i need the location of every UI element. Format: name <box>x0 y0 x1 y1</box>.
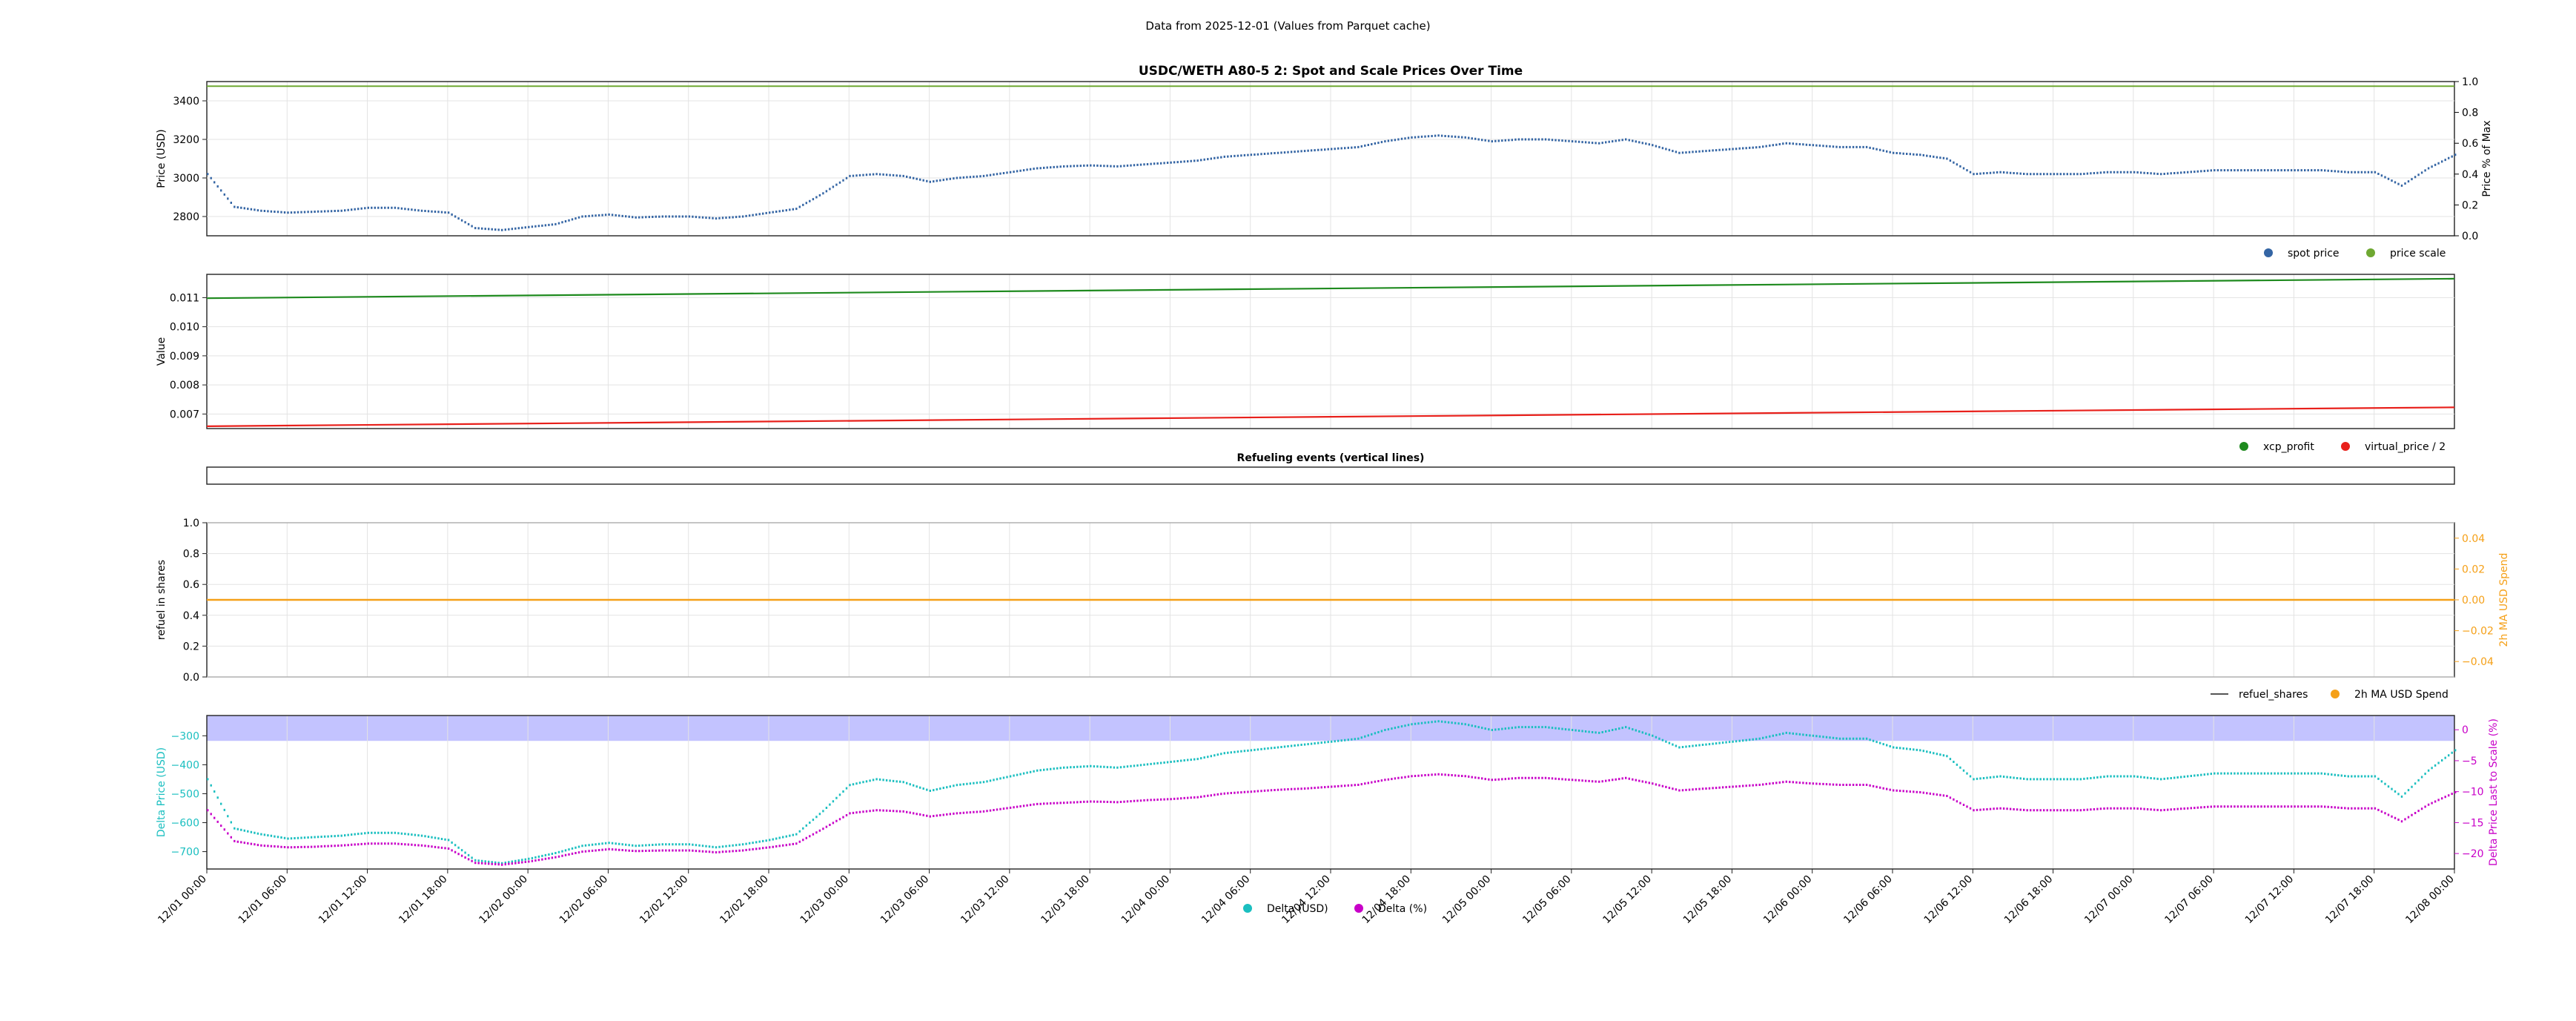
x-tick-label: 12/06 06:00 <box>1841 873 1895 927</box>
y-tick-label: 0.4 <box>183 610 199 622</box>
panel-4-y2label: 2h MA USD Spend <box>2498 553 2510 647</box>
delta-pct-legend-marker <box>1354 904 1363 913</box>
y-tick-label: 0.0 <box>183 672 199 684</box>
y2-tick-label: −0.02 <box>2462 626 2494 638</box>
x-tick-label: 12/06 18:00 <box>2002 873 2056 927</box>
y-tick-label: 0.6 <box>183 579 199 591</box>
y2-tick-label: 0.8 <box>2462 108 2478 119</box>
y-tick-label: −300 <box>171 730 199 742</box>
x-tick-label: 12/03 12:00 <box>958 873 1012 927</box>
y2-tick-label: 0.2 <box>2462 199 2478 211</box>
y-tick-label: 1.0 <box>183 518 199 529</box>
y-tick-label: −400 <box>171 759 199 771</box>
y2-tick-label: 0.04 <box>2462 533 2485 545</box>
x-tick-label: 12/04 00:00 <box>1119 873 1173 927</box>
y-tick-label: 0.8 <box>183 549 199 561</box>
refuel-shares-legend-label: refuel_shares <box>2239 689 2308 701</box>
y2-tick-label: 1.0 <box>2462 76 2478 88</box>
y-tick-label: 2800 <box>173 211 199 223</box>
x-tick-label: 12/07 00:00 <box>2082 873 2136 927</box>
y2-tick-label: 0.6 <box>2462 138 2478 150</box>
panel-1-y2label: Price % of Max <box>2481 120 2493 196</box>
y-tick-label: −500 <box>171 788 199 800</box>
virtual-price-legend-marker <box>2341 442 2350 451</box>
x-tick-label: 12/01 06:00 <box>236 873 290 927</box>
panel-5-ylabel: Delta Price (USD) <box>156 747 168 837</box>
y-tick-label: 0.010 <box>170 322 199 334</box>
panel-3-title: Refueling events (vertical lines) <box>1237 452 1425 464</box>
y-tick-label: 0.011 <box>170 292 199 304</box>
y-tick-label: 3200 <box>173 134 199 146</box>
x-tick-label: 12/08 00:00 <box>2403 873 2457 927</box>
y2-tick-label: −15 <box>2462 817 2484 829</box>
ma-usd-spend-legend-marker <box>2331 690 2340 698</box>
price-scale-legend-marker <box>2366 248 2375 257</box>
y2-tick-label: −0.04 <box>2462 656 2494 668</box>
x-tick-label: 12/02 18:00 <box>718 873 771 927</box>
delta-usd-legend-label: Delta (USD) <box>1267 903 1328 915</box>
spot-price-series <box>207 134 2457 231</box>
panel-3-frame <box>206 466 2455 485</box>
panel-1-frame <box>206 81 2455 237</box>
panel-2-frame <box>206 274 2455 429</box>
x-tick-label: 12/02 06:00 <box>557 873 611 927</box>
x-tick-label: 12/06 12:00 <box>1922 873 1976 927</box>
panel-1-title: USDC/WETH A80-5 2: Spot and Scale Prices… <box>1139 64 1523 79</box>
y2-tick-label: 0 <box>2462 724 2469 736</box>
x-tick-label: 12/03 00:00 <box>798 873 852 927</box>
y-tick-label: 3000 <box>173 173 199 185</box>
y2-tick-label: −20 <box>2462 848 2484 860</box>
panel-2-ylabel: Value <box>156 337 168 366</box>
price-scale-legend-label: price scale <box>2390 248 2446 260</box>
y-tick-label: 3400 <box>173 96 199 108</box>
x-tick-label: 12/07 12:00 <box>2243 873 2297 927</box>
x-tick-label: 12/04 12:00 <box>1279 873 1333 927</box>
panel-1-ylabel: Price (USD) <box>156 129 168 188</box>
y2-tick-label: −10 <box>2462 787 2484 799</box>
xcp-profit-legend-label: xcp_profit <box>2263 441 2314 453</box>
y2-tick-label: 0.02 <box>2462 564 2485 575</box>
y2-tick-label: −5 <box>2462 756 2477 767</box>
x-tick-label: 12/07 06:00 <box>2162 873 2216 927</box>
x-tick-label: 12/04 18:00 <box>1360 873 1414 927</box>
panel-4-ylabel: refuel in shares <box>156 560 168 640</box>
y-tick-label: 0.008 <box>170 380 199 391</box>
y2-tick-label: 0.00 <box>2462 595 2485 607</box>
y2-tick-label: 0.4 <box>2462 169 2478 181</box>
delta-pct-series <box>207 773 2457 866</box>
x-tick-label: 12/05 00:00 <box>1440 873 1494 927</box>
delta-pct-legend-label: Delta (%) <box>1378 903 1427 915</box>
y-tick-label: 0.2 <box>183 641 199 652</box>
x-tick-label: 12/03 06:00 <box>878 873 932 927</box>
x-tick-label: 12/01 00:00 <box>156 873 209 927</box>
y-tick-label: 0.009 <box>170 351 199 363</box>
x-tick-label: 12/03 18:00 <box>1039 873 1092 927</box>
x-tick-label: 12/02 00:00 <box>477 873 530 927</box>
x-tick-label: 12/01 12:00 <box>317 873 370 927</box>
x-tick-label: 12/07 18:00 <box>2323 873 2377 927</box>
figure-suptitle: Data from 2025-12-01 (Values from Parque… <box>1145 19 1431 33</box>
y-tick-label: 0.007 <box>170 409 199 420</box>
virtual-price-line <box>206 406 2455 427</box>
x-tick-label: 12/05 06:00 <box>1520 873 1574 927</box>
y-tick-label: −700 <box>171 847 199 859</box>
y2-tick-label: 0.0 <box>2462 231 2478 242</box>
delta-usd-legend-marker <box>1243 904 1252 913</box>
ma-usd-spend-legend-label: 2h MA USD Spend <box>2354 689 2448 701</box>
x-tick-label: 12/02 12:00 <box>638 873 691 927</box>
spot-price-legend-label: spot price <box>2288 248 2340 260</box>
x-tick-label: 12/05 12:00 <box>1600 873 1654 927</box>
virtual-price-legend-label: virtual_price / 2 <box>2365 441 2446 453</box>
y-tick-label: −600 <box>171 818 199 830</box>
x-tick-label: 12/04 06:00 <box>1199 873 1253 927</box>
xcp-profit-line <box>206 277 2455 300</box>
x-tick-label: 12/06 00:00 <box>1761 873 1815 927</box>
spot-price-legend-marker <box>2264 248 2273 257</box>
xcp-profit-legend-marker <box>2239 442 2248 451</box>
panel-5-y2label: Delta Price Last to Scale (%) <box>2488 718 2500 866</box>
x-tick-label: 12/05 18:00 <box>1681 873 1735 927</box>
delta-usd-series <box>207 720 2457 865</box>
x-tick-label: 12/01 18:00 <box>397 873 450 927</box>
